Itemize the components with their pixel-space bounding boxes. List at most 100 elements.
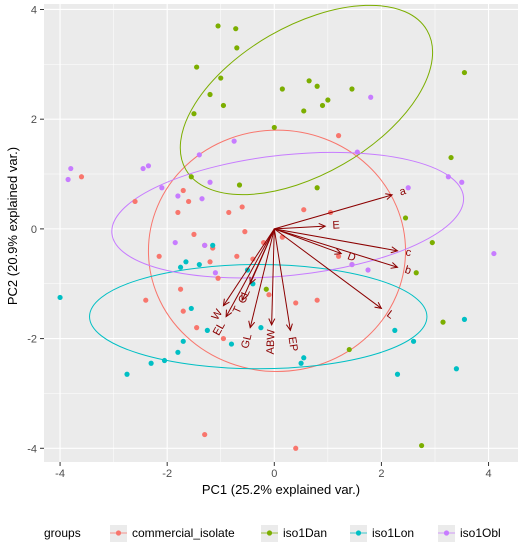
loading-label-EL: EL: [211, 320, 228, 338]
point-iso1Lon: [204, 327, 210, 333]
point-iso1Lon: [301, 355, 307, 361]
point-iso1Lon: [175, 349, 181, 355]
data-points: [57, 23, 497, 451]
y-tick-label: 2: [31, 114, 37, 126]
legend-label-iso1Obl: iso1Obl: [460, 526, 501, 540]
point-commercial_isolate: [301, 207, 307, 213]
point-iso1Dan: [220, 102, 227, 109]
x-axis-title: PC1 (25.2% explained var.): [202, 482, 360, 497]
point-commercial_isolate: [293, 300, 299, 306]
point-iso1Lon: [258, 325, 264, 331]
point-iso1Dan: [233, 26, 239, 32]
point-iso1Dan: [207, 91, 213, 98]
point-iso1Lon: [183, 259, 189, 265]
point-iso1Dan: [194, 64, 200, 70]
point-iso1Dan: [191, 111, 197, 117]
point-iso1Obl: [365, 267, 371, 273]
point-iso1Lon: [298, 360, 304, 366]
point-commercial_isolate: [143, 297, 149, 303]
ellipse-commercial_isolate: [147, 129, 407, 372]
point-iso1Lon: [148, 360, 154, 366]
point-iso1Lon: [210, 242, 216, 248]
point-commercial_isolate: [335, 133, 342, 139]
loading-arrow-E: [274, 225, 326, 230]
point-iso1Dan: [346, 346, 352, 353]
point-commercial_isolate: [191, 231, 197, 237]
point-iso1Obl: [207, 179, 213, 185]
point-iso1Obl: [354, 149, 360, 155]
point-iso1Obl: [212, 270, 218, 276]
point-iso1Dan: [234, 45, 240, 51]
point-iso1Lon: [228, 341, 235, 347]
point-iso1Obl: [445, 174, 451, 180]
loading-arrowhead-EL: [225, 309, 233, 318]
loading-arrow-W: [223, 228, 275, 306]
axis-ticks: -4 -2 0 2 4 -4 -2 0 2 4: [27, 4, 491, 480]
point-iso1Dan: [218, 75, 224, 81]
point-iso1Obl: [405, 185, 411, 191]
x-tick-label: 0: [271, 468, 277, 480]
loading-arrowhead-EP: [285, 323, 293, 332]
point-iso1Obl: [231, 138, 237, 144]
point-iso1Lon: [161, 357, 168, 364]
loading-arrow-CL: [249, 228, 275, 284]
point-iso1Dan: [349, 86, 355, 92]
panel-background: [44, 4, 518, 462]
x-tick-label: 2: [378, 468, 384, 480]
loading-arrowhead-D: [334, 248, 343, 255]
point-commercial_isolate: [220, 335, 227, 342]
point-iso1Dan: [263, 286, 269, 292]
ellipse-iso1Dan: [179, 4, 434, 196]
point-iso1Dan: [271, 124, 277, 131]
point-iso1Dan: [429, 239, 435, 246]
point-iso1Dan: [325, 97, 331, 103]
point-commercial_isolate: [156, 253, 162, 259]
loading-arrowhead-ABW: [268, 318, 276, 327]
loading-label-c: c: [405, 246, 413, 259]
point-commercial_isolate: [78, 174, 85, 180]
loading-label-EP: EP: [285, 336, 299, 352]
loading-arrowhead-b: [390, 262, 399, 269]
loading-arrowhead-E: [318, 222, 327, 230]
loading-arrowhead-c: [390, 246, 399, 254]
point-commercial_isolate: [293, 445, 299, 451]
point-commercial_isolate: [202, 431, 208, 438]
legend: groups commercial_isolate iso1Dan iso1Lon is…: [44, 525, 501, 542]
loading-label-GL: GL: [239, 333, 254, 350]
loading-arrowhead-L: [374, 301, 383, 310]
point-commercial_isolate: [335, 253, 342, 259]
x-tick-label: 4: [485, 468, 491, 480]
loading-label-a: a: [398, 185, 408, 198]
legend-key-point-iso1Dan: [266, 530, 273, 536]
point-iso1Lon: [57, 294, 63, 301]
loading-arrow-a: [274, 194, 393, 230]
point-commercial_isolate: [207, 259, 213, 265]
loading-arrowhead-T: [241, 293, 248, 302]
point-iso1Dan: [440, 319, 446, 325]
loading-label-E: E: [332, 219, 340, 231]
loading-arrow-L: [274, 228, 382, 309]
point-iso1Dan: [215, 23, 221, 29]
point-commercial_isolate: [239, 204, 245, 210]
point-iso1Obl: [145, 163, 152, 169]
legend-label-iso1Dan: iso1Dan: [283, 526, 327, 540]
legend-key-point-iso1Obl: [443, 530, 450, 536]
point-commercial_isolate: [180, 308, 186, 314]
loading-arrow-EL: [225, 228, 275, 317]
point-iso1Obl: [172, 239, 178, 246]
point-commercial_isolate: [194, 325, 200, 331]
point-iso1Lon: [196, 261, 202, 268]
legend-label-commercial_isolate: commercial_isolate: [132, 526, 235, 540]
loading-arrow-D: [274, 228, 342, 255]
y-axis-title: PC2 (20.9% explained var.): [5, 147, 20, 305]
point-iso1Obl: [65, 176, 71, 183]
loading-label-CL: CL: [236, 288, 253, 306]
loading-arrowhead-a: [385, 193, 394, 200]
point-iso1Dan: [413, 270, 419, 276]
point-iso1Obl: [202, 242, 208, 248]
point-iso1Dan: [461, 69, 468, 76]
loading-arrowhead-W: [222, 298, 230, 307]
loading-label-D: D: [346, 250, 358, 264]
point-commercial_isolate: [175, 209, 181, 216]
